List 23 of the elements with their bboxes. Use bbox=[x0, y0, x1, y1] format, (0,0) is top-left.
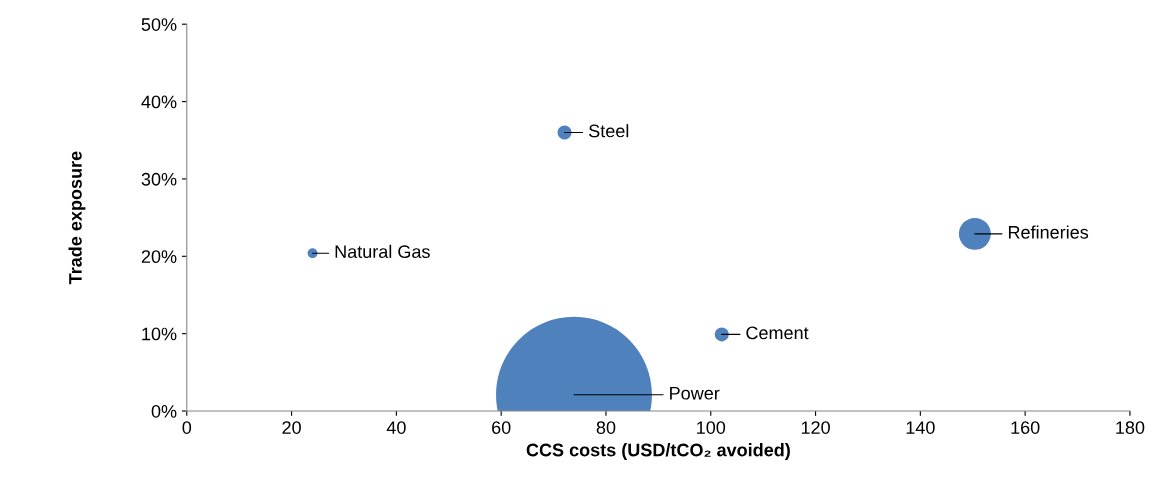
x-axis-title: CCS costs (USD/tCO₂ avoided) bbox=[526, 443, 790, 460]
x-tick-label: 40 bbox=[386, 421, 406, 434]
y-tick-label: 0% bbox=[151, 404, 177, 418]
x-tick-label: 60 bbox=[492, 421, 511, 434]
annotation: Refineries bbox=[1008, 225, 1089, 239]
y-tick-label: 20% bbox=[141, 250, 177, 264]
annotation: Natural Gas bbox=[335, 244, 430, 259]
y-tick-label: 10% bbox=[142, 327, 177, 341]
annotation: Cement bbox=[746, 326, 809, 340]
annotation: Steel bbox=[589, 124, 629, 138]
x-tick-label: 160 bbox=[1011, 421, 1040, 434]
x-tick-label: 80 bbox=[596, 421, 616, 434]
annotation: Power bbox=[670, 387, 720, 400]
x-tick-label: 140 bbox=[906, 421, 935, 434]
x-tick-label: 20 bbox=[282, 421, 301, 434]
y-tick-label: 50% bbox=[141, 18, 177, 31]
x-tick-label: 100 bbox=[697, 421, 726, 434]
y-tick-label: 30% bbox=[141, 172, 177, 186]
y-tick-label: 40% bbox=[141, 95, 177, 109]
x-tick-label: 180 bbox=[1116, 421, 1145, 434]
y-axis-title: Trade exposure bbox=[68, 151, 86, 285]
x-tick-label: 0 bbox=[182, 421, 192, 434]
x-tick-label: 120 bbox=[801, 421, 830, 434]
